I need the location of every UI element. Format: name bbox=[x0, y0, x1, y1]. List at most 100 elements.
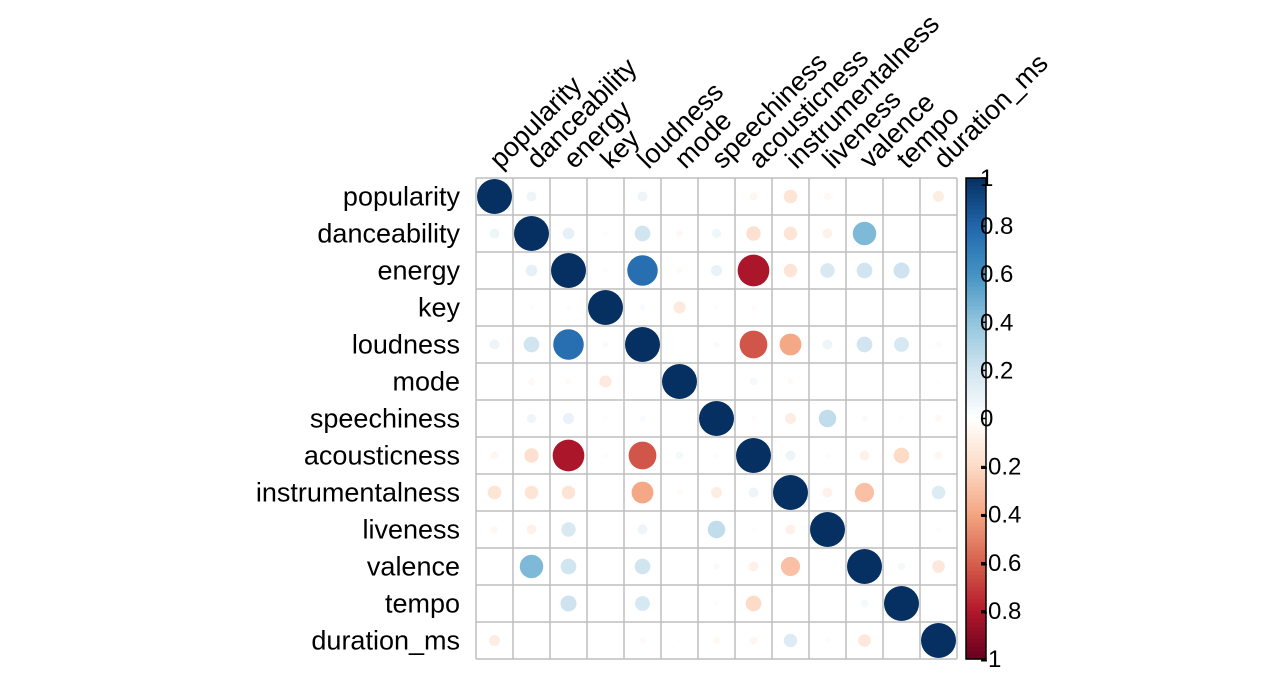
corr-circle-liveness-liveness bbox=[810, 512, 845, 547]
corr-circle-tempo-loudness bbox=[635, 596, 650, 611]
colorbar-segment bbox=[966, 314, 986, 319]
colorbar-segment bbox=[966, 598, 986, 604]
colorbar-segment bbox=[966, 242, 986, 247]
corr-circle-popularity-danceability bbox=[526, 191, 537, 202]
colorbar-segment bbox=[966, 382, 986, 388]
corr-circle-liveness-loudness bbox=[637, 524, 648, 535]
colorbar-segment bbox=[966, 470, 986, 476]
column-labels: popularitydanceabilityenergykeyloudnessm… bbox=[484, 9, 1054, 175]
row-labels: popularity danceability energy key loudness m… bbox=[256, 182, 461, 656]
colorbar-segment bbox=[966, 578, 986, 584]
corr-circle-speechiness-duration_ms bbox=[935, 415, 942, 422]
row-label: liveness bbox=[362, 515, 460, 545]
colorbar-tick-label: -0.8 bbox=[980, 598, 1021, 625]
corr-circle-instrumentalness-danceability bbox=[524, 485, 539, 500]
colorbar-segment bbox=[966, 570, 986, 576]
corr-circle-mode-danceability bbox=[528, 378, 535, 385]
colorbar-segment bbox=[966, 542, 986, 548]
corr-circle-loudness-tempo bbox=[894, 337, 909, 352]
colorbar-segment bbox=[966, 270, 986, 275]
corr-circle-valence-energy bbox=[560, 558, 577, 575]
colorbar-segment bbox=[966, 234, 986, 239]
corr-circle-energy-tempo bbox=[893, 262, 910, 279]
corr-circle-mode-tempo bbox=[899, 379, 904, 384]
corr-circle-duration_ms-tempo bbox=[899, 638, 904, 643]
row-label: energy bbox=[377, 256, 460, 286]
corr-circle-loudness-liveness bbox=[822, 339, 833, 350]
row-label: danceability bbox=[317, 219, 460, 249]
colorbar-segment bbox=[966, 574, 986, 580]
colorbar-segment bbox=[966, 410, 986, 416]
corr-circle-acousticness-mode bbox=[675, 451, 684, 460]
colorbar-segment bbox=[966, 238, 986, 243]
corr-circle-loudness-instrumentalness bbox=[779, 333, 802, 356]
corr-circle-valence-instrumentalness bbox=[780, 556, 801, 577]
colorbar-segment bbox=[966, 494, 986, 500]
corr-circle-acousticness-key bbox=[603, 453, 608, 458]
colorbar-segment bbox=[966, 650, 986, 656]
colorbar-segment bbox=[966, 334, 986, 339]
colorbar-segment bbox=[966, 350, 986, 355]
row-label: key bbox=[418, 293, 461, 323]
corr-circle-duration_ms-valence bbox=[858, 634, 871, 647]
corr-circle-valence-mode bbox=[677, 564, 682, 569]
corr-circle-popularity-liveness bbox=[824, 193, 831, 200]
corr-circle-instrumentalness-liveness bbox=[822, 487, 833, 498]
colorbar-segment bbox=[966, 230, 986, 235]
colorbar-segment bbox=[966, 246, 986, 251]
colorbar-segment bbox=[966, 446, 986, 452]
colorbar-segment bbox=[966, 514, 986, 520]
corr-circle-key-danceability bbox=[529, 305, 534, 310]
colorbar-segment bbox=[966, 462, 986, 468]
colorbar-segment bbox=[966, 214, 986, 219]
colorbar-segment bbox=[966, 622, 986, 628]
colorbar-segment bbox=[966, 254, 986, 259]
corr-circle-mode-energy bbox=[565, 378, 572, 385]
colorbar-segment bbox=[966, 366, 986, 371]
colorbar-tick-label: -0.4 bbox=[980, 502, 1021, 529]
colorbar-segment bbox=[966, 534, 986, 540]
corr-circle-danceability-energy bbox=[562, 227, 575, 240]
colorbar-segment bbox=[966, 562, 986, 568]
corr-circle-danceability-speechiness bbox=[711, 228, 722, 239]
corr-circle-key-key bbox=[588, 290, 623, 325]
colorbar-segment bbox=[966, 482, 986, 488]
corr-circle-liveness-popularity bbox=[491, 526, 498, 533]
colorbar-segment bbox=[966, 602, 986, 608]
colorbar: 1 0.8 0.6 0.4 0.2 0 -0.2 -0.4 -0.6 -0.8 -1 bbox=[965, 165, 1021, 673]
colorbar-tick-label: 0 bbox=[980, 406, 993, 433]
colorbar-segment bbox=[966, 190, 986, 195]
colorbar-tick-label: -0.2 bbox=[980, 454, 1021, 481]
colorbar-segment bbox=[966, 474, 986, 480]
corr-circle-loudness-speechiness bbox=[713, 341, 720, 348]
colorbar-segment bbox=[966, 458, 986, 464]
colorbar-segment bbox=[966, 466, 986, 472]
corr-circle-danceability-liveness bbox=[822, 228, 833, 239]
corr-circle-instrumentalness-speechiness bbox=[710, 486, 723, 499]
corr-circle-acousticness-energy bbox=[552, 439, 585, 472]
corr-circle-speechiness-valence bbox=[861, 415, 868, 422]
colorbar-tick-label: 0.6 bbox=[980, 261, 1013, 288]
colorbar-segment bbox=[966, 590, 986, 596]
corr-circle-tempo-speechiness bbox=[714, 601, 719, 606]
corr-circle-loudness-key bbox=[602, 341, 609, 348]
colorbar-segment bbox=[966, 290, 986, 295]
corr-circle-instrumentalness-popularity bbox=[487, 485, 502, 500]
corr-circle-energy-loudness bbox=[627, 255, 658, 286]
colorbar-segment bbox=[966, 182, 986, 187]
corr-circle-loudness-popularity bbox=[489, 339, 500, 350]
corr-circle-energy-popularity bbox=[492, 268, 497, 273]
corr-circle-key-valence bbox=[862, 305, 867, 310]
corr-circle-valence-acousticness bbox=[748, 561, 759, 572]
corr-circle-energy-key bbox=[603, 268, 608, 273]
corr-circle-mode-duration_ms bbox=[936, 379, 941, 384]
grid bbox=[475, 177, 958, 660]
corr-circle-tempo-liveness bbox=[825, 601, 830, 606]
colorbar-segment bbox=[966, 566, 986, 572]
corr-circle-popularity-acousticness bbox=[749, 192, 758, 201]
corr-circle-loudness-acousticness bbox=[739, 330, 768, 359]
colorbar-segment bbox=[966, 638, 986, 644]
corr-circle-liveness-instrumentalness bbox=[785, 524, 796, 535]
colorbar-segment bbox=[966, 526, 986, 532]
